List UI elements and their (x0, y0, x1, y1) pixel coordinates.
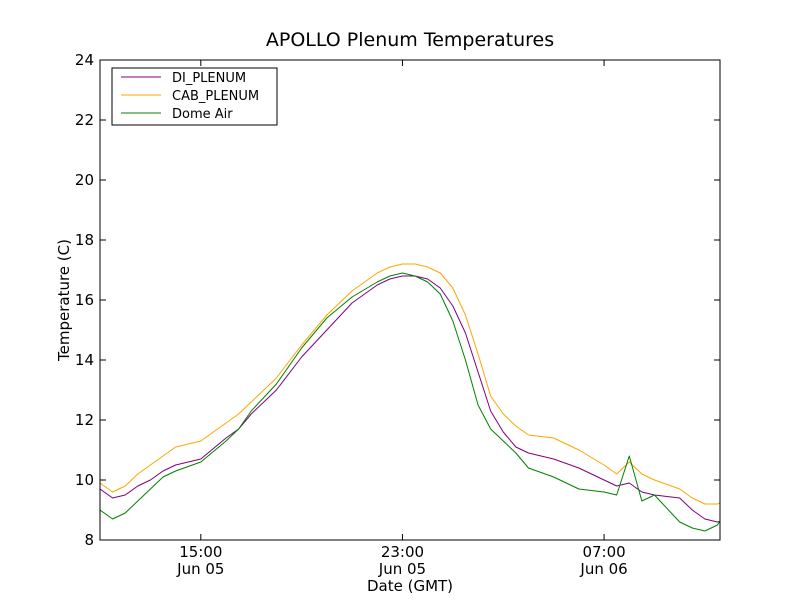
chart-title: APOLLO Plenum Temperatures (266, 29, 554, 51)
y-tick-label: 12 (75, 411, 94, 429)
x-tick-label-date: Jun 05 (378, 560, 426, 578)
plot-frame (99, 59, 721, 541)
x-axis-label: Date (GMT) (367, 577, 453, 595)
y-tick-label: 18 (75, 231, 94, 249)
y-tick-label: 22 (75, 111, 94, 129)
y-tick-label: 16 (75, 291, 94, 309)
legend-label-cab-plenum: CAB_PLENUM (172, 89, 259, 104)
y-tick-label: 20 (75, 171, 94, 189)
legend-label-dome-air: Dome Air (172, 107, 233, 122)
legend: DI_PLENUM CAB_PLENUM Dome Air (111, 67, 278, 126)
y-tick-label: 24 (75, 51, 94, 69)
plot-area (100, 60, 720, 540)
x-tick-label-time: 07:00 (582, 543, 625, 561)
legend-label-di-plenum: DI_PLENUM (172, 71, 246, 86)
y-tick-label: 14 (75, 351, 94, 369)
series-line-cab-plenum (100, 263, 720, 505)
x-tick-label-time: 15:00 (179, 543, 222, 561)
y-tick-label: 8 (84, 531, 94, 549)
x-tick-label-date: Jun 06 (579, 560, 627, 578)
series-line-dome-air (100, 272, 720, 532)
x-tick-label-date: Jun 05 (176, 560, 224, 578)
y-axis-label: Temperature (C) (55, 239, 73, 362)
x-tick-label-time: 23:00 (381, 543, 424, 561)
y-tick-label: 10 (75, 471, 94, 489)
series-layer (100, 263, 720, 532)
series-line-di-plenum (100, 275, 720, 523)
